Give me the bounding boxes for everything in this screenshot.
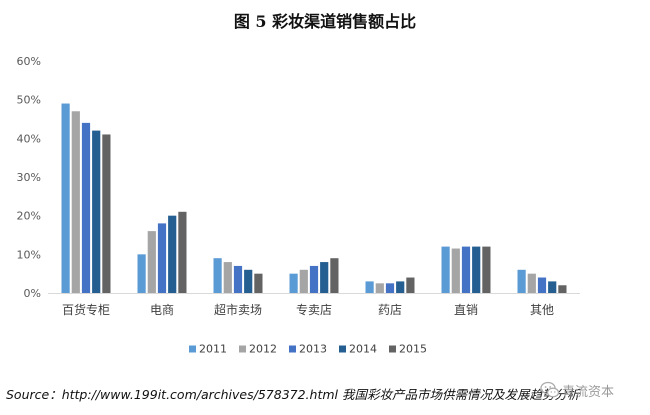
bar-2011-0 bbox=[61, 103, 70, 293]
y-tick-label: 0% bbox=[24, 287, 41, 300]
y-axis-ticks: 0% 10% 20% 30% 40% 50% 60% bbox=[17, 55, 41, 300]
legend-label: 2011 bbox=[199, 343, 227, 356]
y-tick-label: 30% bbox=[17, 171, 41, 184]
bar-2011-3 bbox=[289, 273, 298, 293]
legend-label: 2012 bbox=[249, 343, 277, 356]
bar-2013-2 bbox=[233, 265, 243, 293]
bar-2012-1 bbox=[147, 231, 156, 293]
category-label: 其他 bbox=[530, 303, 554, 317]
bar-2014-6 bbox=[548, 281, 557, 293]
x-axis-categories: 百货专柜 电商 超市卖场 专卖店 药店 直销 其他 bbox=[62, 302, 554, 317]
bar-2012-0 bbox=[71, 111, 80, 294]
y-tick-label: 40% bbox=[17, 132, 41, 145]
bar-2013-6 bbox=[537, 277, 547, 293]
bar-2011-2 bbox=[213, 258, 222, 293]
legend-swatch-2012 bbox=[239, 345, 246, 353]
bar-2015-4 bbox=[406, 277, 415, 293]
category-label: 直销 bbox=[454, 303, 478, 317]
bar-chart: 0% 10% 20% 30% 40% 50% 60% 百货专柜 电商 超市卖场 专卖店 药店 直销 其他… bbox=[17, 55, 580, 356]
bar-2013-4 bbox=[385, 283, 395, 293]
chart-title: 图 5 彩妆渠道销售额占比 bbox=[233, 12, 417, 31]
legend-swatch-2013 bbox=[289, 345, 296, 353]
bar-2015-0 bbox=[102, 134, 111, 293]
legend-swatch-2011 bbox=[189, 345, 196, 353]
watermark-text: 青流资本 bbox=[562, 385, 615, 400]
y-tick-label: 50% bbox=[17, 94, 41, 107]
watermark: 青流资本 bbox=[540, 376, 644, 406]
category-label: 电商 bbox=[150, 302, 174, 317]
bar-2011-6 bbox=[517, 269, 526, 293]
source-note: Source：http://www.199it.com/archives/578… bbox=[6, 387, 580, 402]
bar-2012-3 bbox=[299, 269, 308, 293]
bar-2015-2 bbox=[254, 273, 263, 293]
legend-label: 2014 bbox=[349, 343, 377, 356]
bar-2011-5 bbox=[441, 246, 450, 293]
wechat-icon bbox=[540, 381, 560, 398]
bar-2014-1 bbox=[168, 215, 177, 293]
bar-2012-4 bbox=[375, 283, 384, 293]
category-label: 超市卖场 bbox=[214, 302, 262, 317]
bar-2013-5 bbox=[461, 246, 471, 293]
bar-2013-3 bbox=[309, 265, 319, 293]
bar-2014-4 bbox=[396, 281, 405, 293]
legend: 2011 2012 2013 2014 2015 bbox=[189, 343, 427, 356]
bar-2015-5 bbox=[482, 246, 491, 293]
legend-label: 2013 bbox=[299, 343, 327, 356]
bar-2015-1 bbox=[178, 211, 187, 293]
bar-2014-2 bbox=[244, 269, 253, 293]
legend-label: 2015 bbox=[399, 343, 427, 356]
category-label: 药店 bbox=[378, 303, 402, 317]
category-label: 专卖店 bbox=[296, 302, 332, 317]
bar-2015-6 bbox=[558, 285, 567, 293]
bar-2013-1 bbox=[157, 223, 167, 293]
bar-2011-4 bbox=[365, 281, 374, 293]
bar-2012-2 bbox=[223, 262, 232, 293]
bars bbox=[61, 103, 567, 294]
bar-2011-1 bbox=[137, 254, 146, 293]
category-label: 百货专柜 bbox=[62, 302, 110, 317]
bar-2014-3 bbox=[320, 262, 329, 293]
legend-swatch-2015 bbox=[389, 345, 396, 353]
y-tick-label: 60% bbox=[17, 55, 41, 68]
y-tick-label: 20% bbox=[17, 210, 41, 223]
legend-swatch-2014 bbox=[339, 345, 346, 353]
y-tick-label: 10% bbox=[17, 248, 41, 261]
bar-2013-0 bbox=[81, 122, 91, 294]
bar-2012-6 bbox=[527, 273, 536, 293]
bar-2015-3 bbox=[330, 258, 339, 293]
bar-2014-5 bbox=[472, 246, 481, 293]
bar-2012-5 bbox=[451, 248, 460, 293]
bar-2014-0 bbox=[92, 130, 101, 293]
